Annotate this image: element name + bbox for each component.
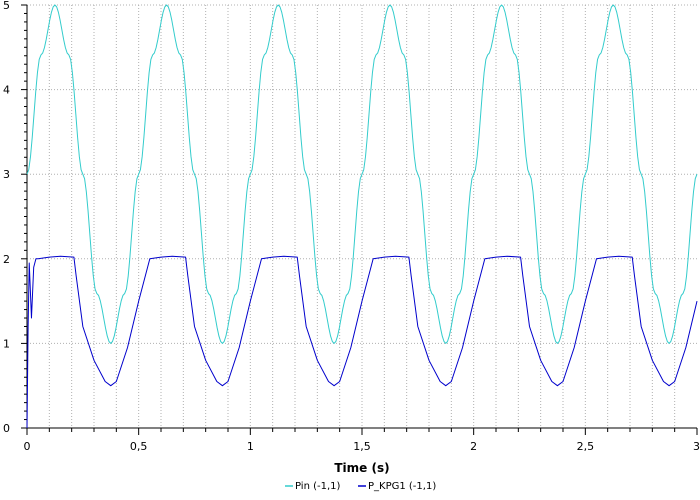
x-tick-label: 0	[24, 440, 31, 453]
x-tick-label: 1	[247, 440, 254, 453]
y-tick-label: 4	[3, 84, 10, 97]
x-axis-label: Time (s)	[334, 461, 389, 475]
x-tick-label: 3	[693, 440, 700, 453]
y-tick-label: 0	[3, 422, 10, 435]
series-line	[26, 255, 698, 429]
legend-label: P_KPG1 (-1,1)	[368, 481, 436, 492]
legend: Pin (-1,1) P_KPG1 (-1,1)	[285, 481, 436, 492]
x-tick-label: 2,5	[577, 440, 595, 453]
y-tick-label: 1	[3, 337, 10, 350]
y-tick-label: 2	[3, 253, 10, 266]
legend-label: Pin (-1,1)	[295, 481, 341, 492]
axes	[21, 4, 698, 435]
tick-labels: 0 1 2 3 4 5 0 0,5 1 1,5 2 2,5 3	[3, 0, 700, 453]
y-tick-label: 5	[3, 0, 10, 12]
series-line	[26, 4, 698, 344]
series-layer	[26, 4, 698, 429]
x-tick-label: 1,5	[353, 440, 371, 453]
y-tick-label: 3	[3, 168, 10, 181]
x-tick-label: 2	[470, 440, 477, 453]
x-tick-label: 0,5	[130, 440, 148, 453]
